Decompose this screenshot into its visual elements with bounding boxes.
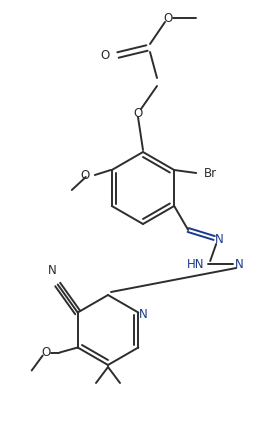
Text: N: N: [139, 308, 148, 321]
Text: O: O: [41, 346, 50, 359]
Text: N: N: [215, 232, 223, 246]
Text: O: O: [133, 107, 143, 119]
Text: N: N: [48, 264, 57, 277]
Text: Br: Br: [204, 167, 217, 179]
Text: O: O: [163, 11, 173, 25]
Text: N: N: [235, 258, 244, 270]
Text: O: O: [101, 48, 110, 62]
Text: O: O: [81, 168, 90, 181]
Text: HN: HN: [187, 258, 204, 270]
